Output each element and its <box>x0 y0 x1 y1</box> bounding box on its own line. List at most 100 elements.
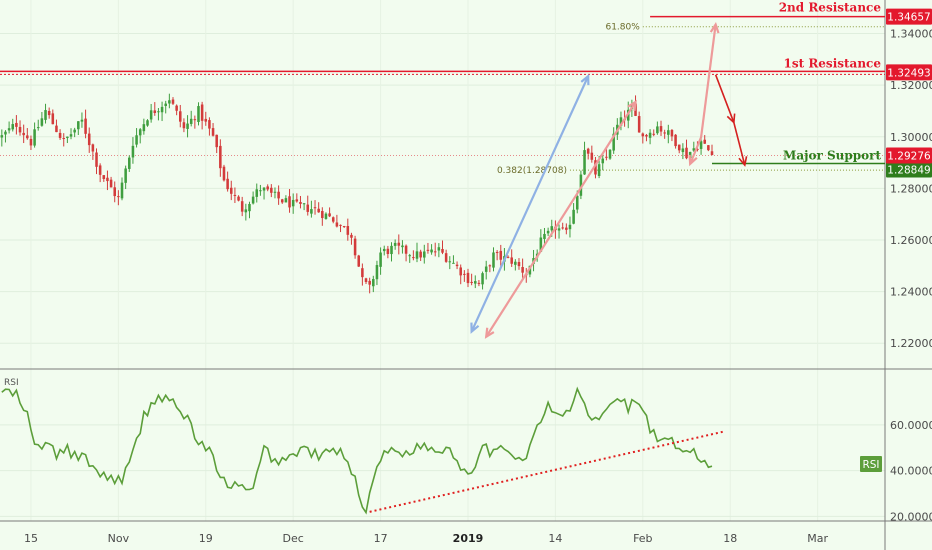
candle-body[interactable] <box>248 203 251 212</box>
candle-body[interactable] <box>685 147 688 159</box>
candle-body[interactable] <box>408 255 411 257</box>
candle-body[interactable] <box>321 210 324 219</box>
candle-body[interactable] <box>659 126 663 132</box>
candle-body[interactable] <box>488 265 492 267</box>
candle-body[interactable] <box>284 198 288 203</box>
candle-body[interactable] <box>324 213 328 219</box>
rsi-line[interactable] <box>1 386 713 515</box>
candle-body[interactable] <box>233 194 237 196</box>
candle-body[interactable] <box>15 122 18 127</box>
pink-down-arrow[interactable] <box>689 136 703 165</box>
candle-body[interactable] <box>619 117 623 126</box>
candle-body[interactable] <box>448 261 452 263</box>
candle-body[interactable] <box>382 248 386 252</box>
candle-body[interactable] <box>164 103 167 107</box>
candle-body[interactable] <box>510 257 513 264</box>
candle-body[interactable] <box>240 201 244 212</box>
candle-body[interactable] <box>379 252 382 267</box>
candle-body[interactable] <box>393 242 397 246</box>
candle-body[interactable] <box>317 208 320 213</box>
candle-body[interactable] <box>364 278 368 282</box>
candle-body[interactable] <box>229 187 233 194</box>
candle-body[interactable] <box>288 196 291 208</box>
candle-body[interactable] <box>310 209 313 214</box>
candle-body[interactable] <box>73 129 76 133</box>
candle-body[interactable] <box>375 265 379 280</box>
candle-body[interactable] <box>357 255 361 267</box>
candle-body[interactable] <box>426 249 430 251</box>
candle-body[interactable] <box>517 262 521 267</box>
candle-body[interactable] <box>291 199 295 207</box>
candle-body[interactable] <box>397 242 401 246</box>
candle-body[interactable] <box>401 245 404 248</box>
candle-body[interactable] <box>189 118 193 124</box>
candles-layer[interactable] <box>0 93 714 294</box>
candle-body[interactable] <box>433 251 437 253</box>
candle-body[interactable] <box>280 199 284 203</box>
candle-body[interactable] <box>506 256 510 258</box>
candle-body[interactable] <box>259 190 262 192</box>
candle-body[interactable] <box>80 119 84 122</box>
candle-body[interactable] <box>55 125 58 133</box>
candle-body[interactable] <box>572 209 575 224</box>
candle-body[interactable] <box>26 135 29 139</box>
candle-body[interactable] <box>179 111 182 122</box>
candle-body[interactable] <box>648 132 652 138</box>
candle-body[interactable] <box>306 204 310 212</box>
candle-body[interactable] <box>153 110 157 114</box>
candle-body[interactable] <box>211 128 215 136</box>
candle-body[interactable] <box>484 266 488 272</box>
candle-body[interactable] <box>219 145 222 169</box>
candle-body[interactable] <box>91 144 95 152</box>
candle-body[interactable] <box>222 166 226 181</box>
candle-body[interactable] <box>546 230 550 234</box>
candle-body[interactable] <box>452 262 455 264</box>
candle-body[interactable] <box>514 261 517 265</box>
candle-body[interactable] <box>412 257 415 259</box>
candle-body[interactable] <box>586 148 590 154</box>
candle-body[interactable] <box>463 273 466 275</box>
candle-body[interactable] <box>69 134 73 137</box>
candle-body[interactable] <box>175 105 178 111</box>
candle-body[interactable] <box>51 113 55 125</box>
candle-body[interactable] <box>302 203 306 205</box>
candle-body[interactable] <box>335 222 339 227</box>
candle-body[interactable] <box>579 174 583 196</box>
candle-body[interactable] <box>197 106 200 123</box>
candle-body[interactable] <box>313 207 317 209</box>
candle-body[interactable] <box>474 281 477 284</box>
candle-body[interactable] <box>193 119 197 121</box>
candle-body[interactable] <box>113 187 116 197</box>
candle-body[interactable] <box>22 132 25 136</box>
price-axis-ticks[interactable]: 1.22000 1.24000 1.26000 1.28000 1.30000 1.320… <box>890 28 932 351</box>
candle-body[interactable] <box>470 281 473 283</box>
candle-body[interactable] <box>149 110 153 120</box>
candle-body[interactable] <box>117 196 120 198</box>
candle-body[interactable] <box>386 248 390 254</box>
candle-body[interactable] <box>270 187 273 193</box>
candle-body[interactable] <box>62 138 66 140</box>
candle-body[interactable] <box>550 226 554 231</box>
candle-body[interactable] <box>404 245 408 254</box>
candle-body[interactable] <box>681 148 685 153</box>
candle-body[interactable] <box>492 252 495 268</box>
candle-body[interactable] <box>543 233 546 239</box>
candle-body[interactable] <box>295 199 299 202</box>
candle-body[interactable] <box>696 148 699 150</box>
candle-body[interactable] <box>481 273 484 285</box>
candle-body[interactable] <box>477 282 481 284</box>
candle-body[interactable] <box>262 187 266 191</box>
candle-body[interactable] <box>372 279 375 287</box>
candle-body[interactable] <box>565 227 568 230</box>
candle-body[interactable] <box>124 168 127 183</box>
candle-body[interactable] <box>171 99 175 104</box>
annotation-arrows-layer[interactable] <box>470 22 748 339</box>
candle-body[interactable] <box>44 110 47 120</box>
candle-body[interactable] <box>430 249 433 253</box>
candle-body[interactable] <box>186 123 189 129</box>
pink-up-arrow-2[interactable] <box>699 24 717 138</box>
candle-body[interactable] <box>331 217 335 222</box>
candle-body[interactable] <box>106 177 109 182</box>
candle-body[interactable] <box>368 280 371 285</box>
blue-projection-arrow[interactable] <box>470 75 590 333</box>
